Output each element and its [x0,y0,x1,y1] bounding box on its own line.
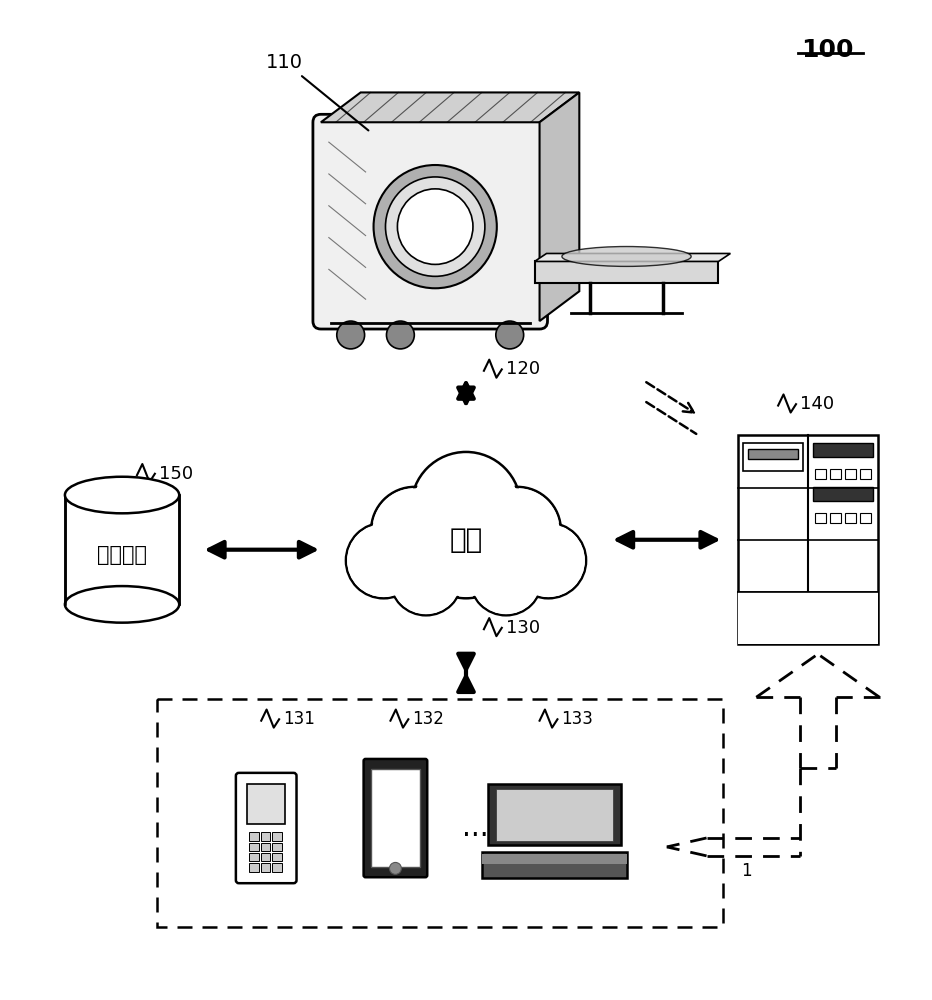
FancyBboxPatch shape [844,469,856,479]
Circle shape [470,544,541,615]
FancyBboxPatch shape [738,592,878,644]
FancyBboxPatch shape [313,114,547,329]
Circle shape [391,544,462,615]
Polygon shape [321,92,580,122]
Text: 150: 150 [158,465,193,483]
FancyBboxPatch shape [813,443,872,457]
Circle shape [387,321,415,349]
Circle shape [371,487,458,574]
Polygon shape [540,92,580,321]
Text: 100: 100 [802,38,854,62]
FancyBboxPatch shape [483,852,626,878]
FancyBboxPatch shape [261,853,270,861]
Circle shape [411,452,521,561]
FancyBboxPatch shape [829,513,841,523]
FancyBboxPatch shape [738,435,878,644]
Text: 存储设备: 存储设备 [97,545,147,565]
FancyBboxPatch shape [815,469,826,479]
Ellipse shape [65,477,179,513]
FancyBboxPatch shape [249,832,258,841]
FancyBboxPatch shape [744,443,803,471]
Circle shape [511,523,586,598]
FancyBboxPatch shape [496,789,613,841]
Text: 120: 120 [506,360,540,378]
FancyBboxPatch shape [272,853,282,861]
FancyBboxPatch shape [247,784,285,824]
FancyBboxPatch shape [488,784,621,845]
Text: 140: 140 [800,395,834,413]
FancyBboxPatch shape [844,513,856,523]
Text: 1: 1 [741,862,751,880]
Text: ...: ... [461,814,488,842]
FancyBboxPatch shape [261,832,270,841]
FancyBboxPatch shape [483,854,626,864]
Ellipse shape [65,586,179,623]
Text: 130: 130 [506,619,540,637]
FancyBboxPatch shape [272,832,282,841]
FancyBboxPatch shape [371,769,420,867]
FancyBboxPatch shape [363,759,427,877]
FancyBboxPatch shape [249,843,258,851]
FancyBboxPatch shape [859,469,870,479]
Circle shape [418,504,514,598]
Circle shape [391,545,460,614]
Text: 131: 131 [283,710,315,728]
FancyBboxPatch shape [261,843,270,851]
Circle shape [414,455,518,559]
Circle shape [474,487,561,574]
Circle shape [472,545,541,614]
FancyBboxPatch shape [65,495,179,604]
Circle shape [513,525,584,596]
Text: 133: 133 [561,710,594,728]
Circle shape [496,321,524,349]
Ellipse shape [562,247,692,266]
Text: 网络: 网络 [449,526,483,554]
Circle shape [476,489,558,572]
FancyBboxPatch shape [829,469,841,479]
FancyBboxPatch shape [815,513,826,523]
Circle shape [421,506,511,596]
Circle shape [346,523,421,598]
FancyBboxPatch shape [236,773,296,883]
Circle shape [348,525,419,596]
Circle shape [397,189,473,264]
Circle shape [386,177,485,276]
FancyBboxPatch shape [157,699,723,927]
FancyBboxPatch shape [535,261,719,283]
Circle shape [374,489,456,572]
FancyBboxPatch shape [748,449,798,459]
Text: 110: 110 [267,53,368,130]
FancyBboxPatch shape [859,513,870,523]
FancyBboxPatch shape [249,853,258,861]
Circle shape [374,165,497,288]
FancyBboxPatch shape [249,863,258,872]
FancyBboxPatch shape [272,863,282,872]
Circle shape [390,862,402,874]
Text: 132: 132 [412,710,445,728]
Circle shape [336,321,364,349]
FancyBboxPatch shape [261,863,270,872]
FancyBboxPatch shape [813,487,872,501]
FancyBboxPatch shape [272,843,282,851]
Polygon shape [535,253,731,261]
